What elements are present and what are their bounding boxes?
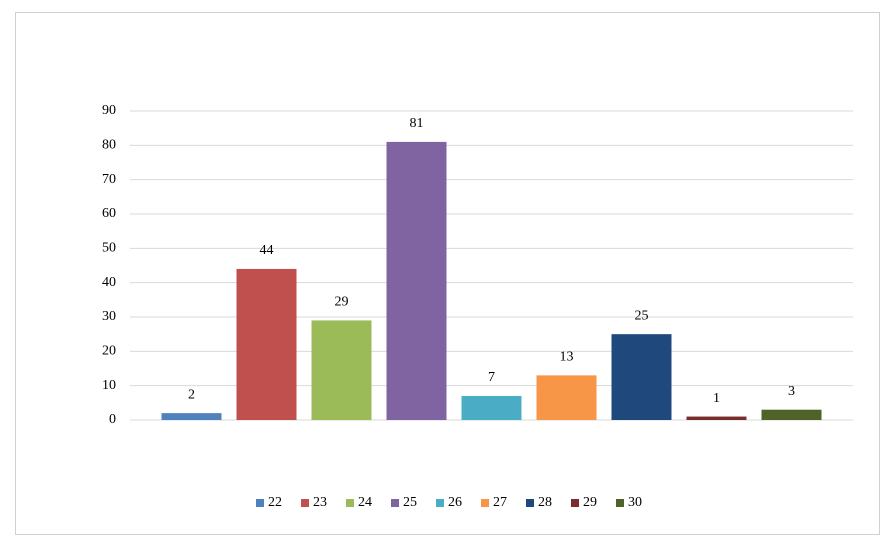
legend-swatch bbox=[391, 499, 399, 507]
legend-swatch bbox=[436, 499, 444, 507]
y-tick-label: 0 bbox=[109, 412, 116, 427]
legend-label: 25 bbox=[403, 495, 417, 510]
legend-label: 23 bbox=[313, 495, 327, 510]
y-tick-label: 50 bbox=[102, 241, 116, 256]
data-label: 2 bbox=[188, 387, 195, 402]
legend-label: 26 bbox=[448, 495, 462, 510]
data-label: 1 bbox=[713, 391, 720, 406]
y-tick-label: 90 bbox=[102, 103, 116, 118]
bar bbox=[461, 395, 522, 420]
data-label: 81 bbox=[410, 116, 424, 131]
bar bbox=[236, 268, 297, 420]
y-tick-label: 10 bbox=[102, 378, 116, 393]
legend-swatch bbox=[256, 499, 264, 507]
legend-swatch bbox=[571, 499, 579, 507]
legend-swatch bbox=[616, 499, 624, 507]
y-tick-label: 30 bbox=[102, 309, 116, 324]
bar bbox=[536, 375, 597, 420]
data-label: 3 bbox=[788, 384, 795, 399]
data-label: 13 bbox=[560, 350, 574, 365]
y-tick-label: 20 bbox=[102, 344, 116, 359]
data-label: 29 bbox=[335, 295, 349, 310]
legend-label: 30 bbox=[628, 495, 642, 510]
y-tick-label: 80 bbox=[102, 138, 116, 153]
legend-label: 27 bbox=[493, 495, 507, 510]
y-tick-label: 70 bbox=[102, 172, 116, 187]
data-label: 44 bbox=[260, 243, 274, 258]
data-label: 7 bbox=[488, 370, 495, 385]
bar bbox=[386, 141, 447, 420]
bar bbox=[161, 413, 222, 420]
legend-swatch bbox=[526, 499, 534, 507]
y-tick-label: 60 bbox=[102, 206, 116, 221]
legend-label: 22 bbox=[268, 495, 282, 510]
legend-swatch bbox=[301, 499, 309, 507]
bar bbox=[311, 320, 372, 420]
chart-border bbox=[15, 12, 880, 535]
legend-label: 29 bbox=[583, 495, 597, 510]
legend-swatch bbox=[346, 499, 354, 507]
bar bbox=[611, 334, 672, 420]
y-tick-label: 40 bbox=[102, 275, 116, 290]
bar bbox=[761, 409, 822, 420]
legend-label: 24 bbox=[358, 495, 372, 510]
legend-label: 28 bbox=[538, 495, 552, 510]
legend-swatch bbox=[481, 499, 489, 507]
data-label: 25 bbox=[635, 308, 649, 323]
bar bbox=[686, 416, 747, 420]
